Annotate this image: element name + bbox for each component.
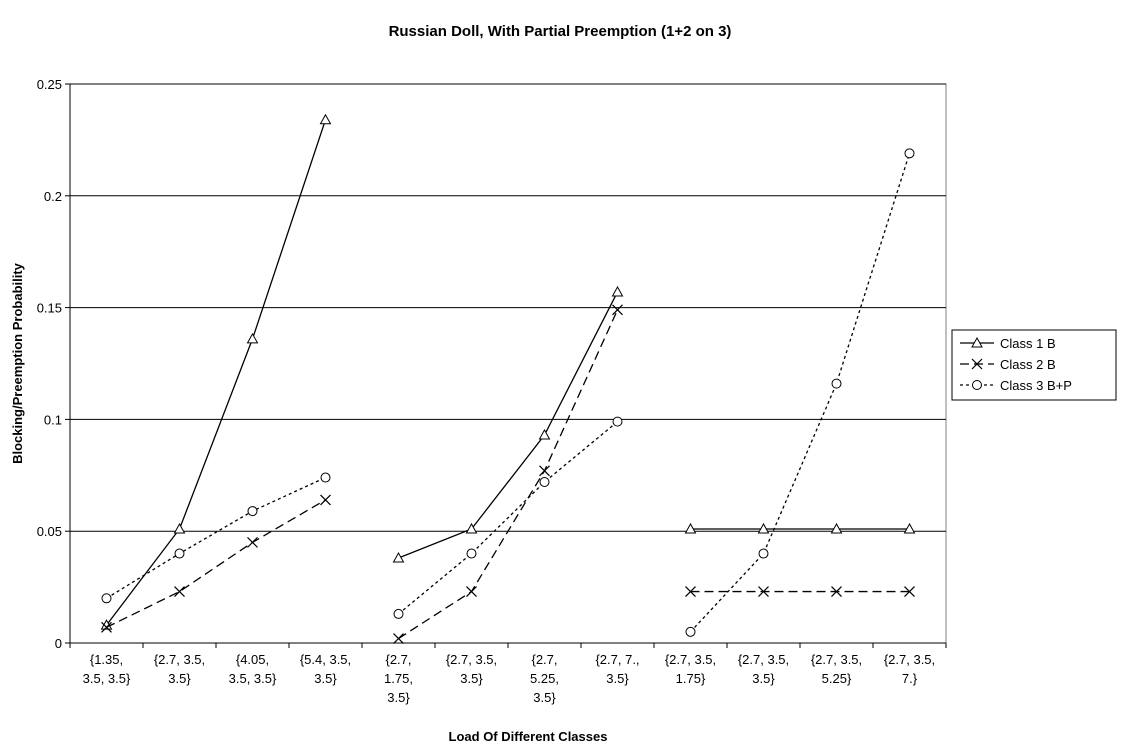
legend-label: Class 3 B+P (1000, 378, 1072, 393)
data-point (612, 416, 623, 427)
legend: Class 1 B Class 2 B Class 3 B+P (951, 329, 1117, 401)
data-point (685, 586, 696, 597)
data-point (246, 332, 259, 344)
data-point (393, 633, 404, 644)
y-axis-label: Blocking/Preemption Probability (10, 262, 25, 464)
data-point (611, 285, 624, 297)
data-point (903, 522, 916, 534)
x-tick-label: {1.35, 3.5, 3.5} (83, 652, 131, 686)
data-point (612, 304, 623, 316)
data-point (466, 548, 477, 559)
series-layer (100, 113, 916, 644)
series-line (398, 291, 619, 559)
x-tick-label: {5.4, 3.5, 3.5} (300, 652, 351, 686)
data-point (247, 506, 258, 517)
data-point (684, 522, 697, 534)
series-line (106, 499, 326, 628)
y-tick-label: 0.1 (44, 412, 62, 427)
x-tick-label: {4.05, 3.5, 3.5} (229, 652, 277, 686)
x-tick-label: {2.7, 3.5, 1.75} (665, 652, 716, 686)
data-point (392, 552, 405, 563)
x-axis-ticks: {1.35, 3.5, 3.5} {2.7, 3.5, 3.5} {4.05, 3.5, … (69, 643, 947, 705)
data-point (831, 586, 842, 597)
x-tick-label: {2.7, 3.5, 3.5} (446, 652, 497, 686)
legend-item: Class 3 B+P (960, 378, 1072, 393)
x-tick-label: {2.7, 3.5, 3.5} (154, 652, 205, 686)
legend-label: Class 1 B (1000, 336, 1056, 351)
x-tick-label: {2.7, 3.5, 7.} (884, 652, 935, 686)
data-point (174, 548, 185, 559)
data-point (320, 494, 331, 506)
legend-label: Class 2 B (1000, 357, 1056, 372)
chart-title: Russian Doll, With Partial Preemption (1… (389, 23, 732, 40)
y-tick-label: 0 (55, 636, 62, 651)
x-tick-label: {2.7, 5.25, 3.5} (530, 652, 559, 705)
data-point (466, 586, 477, 597)
data-point (173, 522, 186, 534)
data-point (465, 522, 478, 534)
data-point (757, 522, 770, 534)
series-1 (100, 113, 916, 630)
data-point (101, 621, 112, 633)
data-point (320, 472, 331, 483)
data-point (319, 113, 332, 125)
data-point (174, 586, 185, 597)
data-point (904, 586, 915, 597)
legend-marker (971, 336, 983, 348)
series-line (398, 421, 618, 615)
series-3 (101, 148, 915, 637)
data-point (685, 626, 696, 637)
data-point (538, 429, 551, 440)
legend-item: Class 2 B (960, 357, 1056, 372)
legend-marker (971, 358, 983, 370)
x-axis-label: Load Of Different Classes (449, 729, 608, 744)
y-tick-label: 0.25 (37, 77, 62, 92)
legend-item: Class 1 B (960, 336, 1056, 351)
data-point (831, 378, 842, 389)
y-axis-ticks: 0 0.05 0.1 0.15 0.2 0.25 (37, 77, 70, 651)
x-tick-label: {2.7, 3.5, 3.5} (738, 652, 789, 686)
data-point (101, 593, 112, 604)
data-point (539, 465, 550, 477)
y-tick-label: 0.2 (44, 189, 62, 204)
series-line (690, 153, 911, 633)
data-point (904, 148, 915, 159)
series-line (398, 309, 619, 640)
x-tick-label: {2.7, 3.5, 5.25} (811, 652, 862, 686)
data-point (758, 586, 769, 597)
plot-area (69, 83, 947, 644)
x-tick-label: {2.7, 7., 3.5} (595, 652, 639, 686)
plot-frame (69, 83, 947, 644)
data-point (247, 536, 258, 548)
data-point (758, 548, 769, 559)
data-point (830, 522, 843, 534)
y-tick-label: 0.05 (37, 524, 62, 539)
data-point (539, 477, 550, 488)
series-line (105, 119, 327, 626)
data-point (393, 608, 404, 619)
series-2 (101, 304, 915, 644)
x-tick-label: {2.7, 1.75, 3.5} (384, 652, 413, 705)
legend-marker (972, 380, 982, 390)
y-tick-label: 0.15 (37, 301, 62, 316)
series-line (106, 476, 326, 599)
